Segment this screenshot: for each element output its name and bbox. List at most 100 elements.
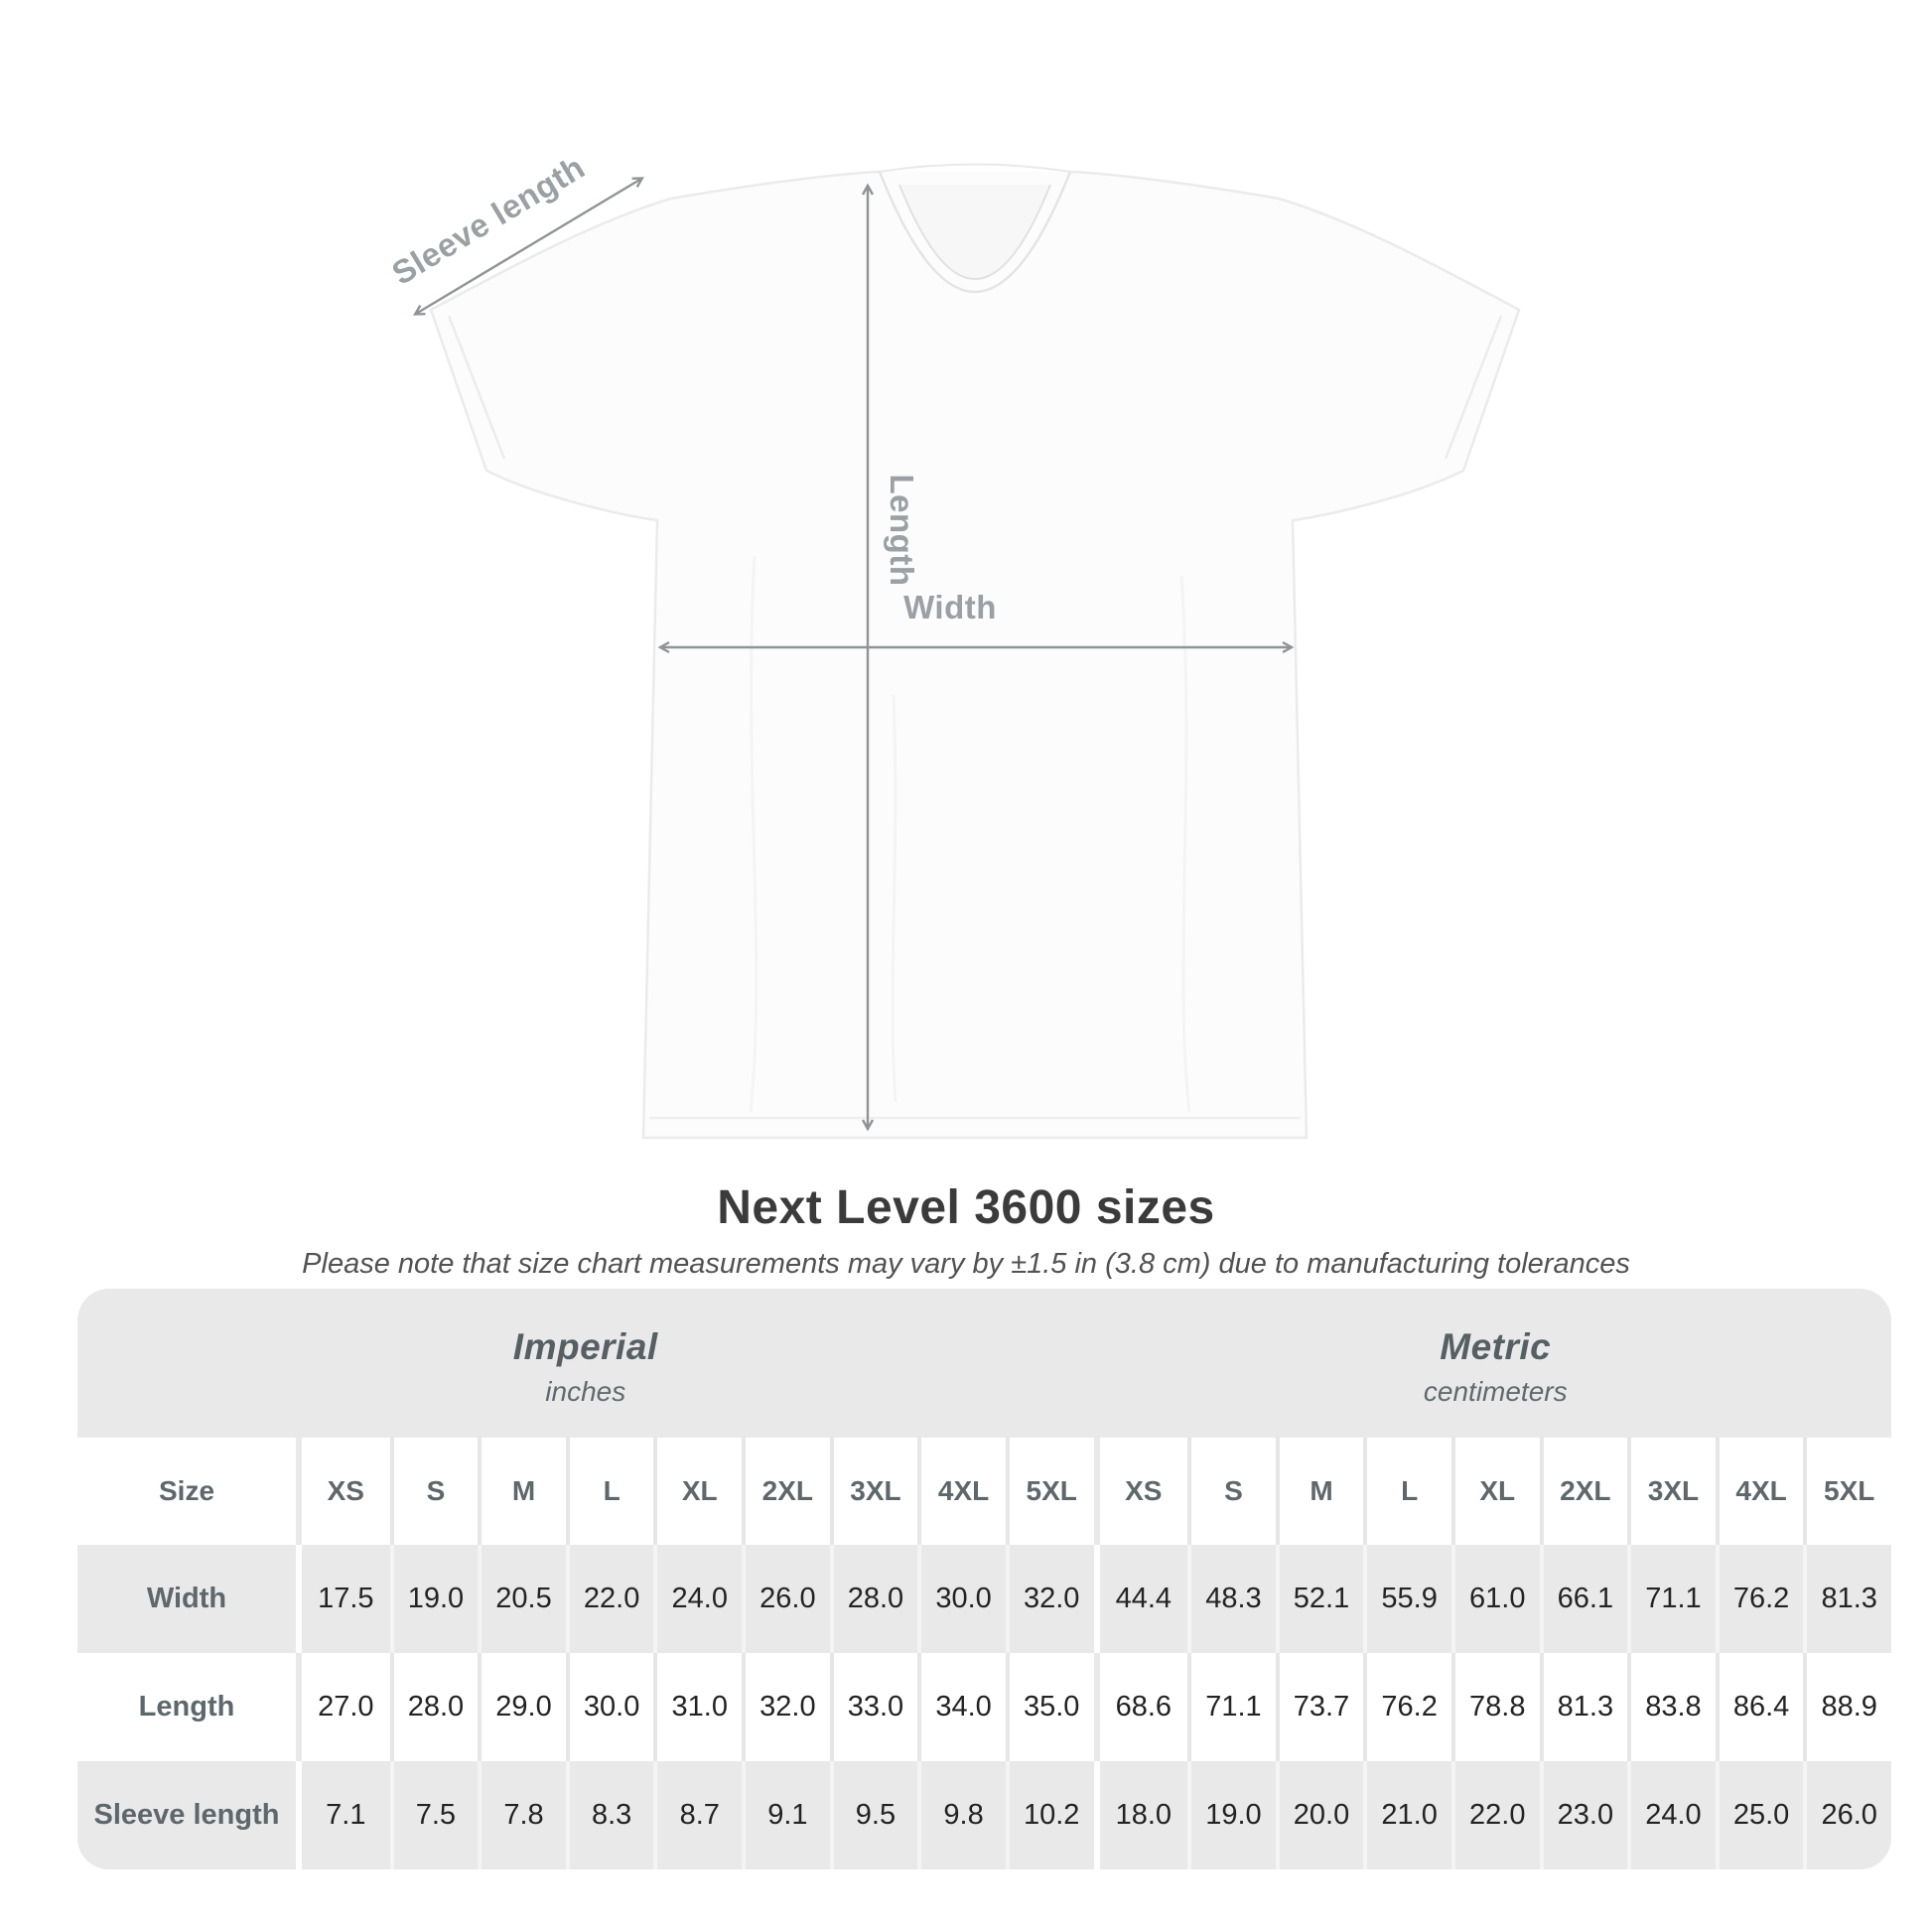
collar-inner	[898, 184, 1051, 280]
section-divider	[296, 1761, 302, 1869]
size-col-header: M	[1275, 1438, 1364, 1545]
size-header-label: Size	[158, 1475, 215, 1506]
row-label: Width	[146, 1583, 227, 1614]
section-divider	[296, 1653, 302, 1761]
size-col-header: 3XL	[1627, 1438, 1716, 1545]
value-cell: 29.0	[478, 1653, 566, 1761]
value-cell: 9.8	[917, 1761, 1006, 1869]
value-cell: 7.5	[389, 1761, 479, 1869]
value-cell: 78.8	[1450, 1653, 1540, 1761]
value-cell: 27.0	[318, 1691, 374, 1723]
table-row: Sleeve length 7.1 7.5 7.8 8.3 8.7 9.1 9.5 9.8 10.…	[77, 1761, 1891, 1869]
value-cell: 86.4	[1715, 1653, 1804, 1761]
row-label: Sleeve length	[93, 1799, 280, 1831]
length-label: Length	[884, 474, 920, 587]
value-cell: 9.5	[829, 1761, 918, 1869]
value-cell: 24.0	[1627, 1761, 1716, 1869]
right-sleeve-hem-seam	[1444, 315, 1503, 460]
size-col-header: 4XL	[1715, 1438, 1804, 1545]
metric-title: Metric	[1440, 1326, 1552, 1367]
value-cell: 10.2	[1005, 1761, 1094, 1869]
row-label: Length	[138, 1691, 235, 1723]
section-divider	[296, 1545, 302, 1653]
size-col-header: 4XL	[917, 1438, 1006, 1545]
value-cell: 48.3	[1187, 1545, 1276, 1653]
value-cell: 68.6	[1115, 1691, 1173, 1723]
page-subtitle: Please note that size chart measurements…	[302, 1248, 1630, 1280]
table-header-row: Size XS S M L XL 2XL 3XL 4XL 5XL XS S M L XL 2XL 3XL 4XL 5…	[77, 1438, 1891, 1545]
imperial-title: Imperial	[512, 1326, 658, 1367]
size-col-header: 5XL	[1005, 1438, 1094, 1545]
value-cell: 22.0	[1450, 1761, 1540, 1869]
metric-unit-header: Metric centimeters	[1100, 1289, 1892, 1438]
value-cell: 23.0	[1539, 1761, 1628, 1869]
collar-top-seam	[879, 163, 1071, 173]
size-table: Imperial inches Metric centimeters Size X…	[77, 1289, 1891, 1869]
value-cell: 32.0	[742, 1653, 830, 1761]
width-label: Width	[903, 589, 997, 625]
value-cell: 7.1	[326, 1799, 366, 1831]
value-cell: 30.0	[565, 1653, 654, 1761]
tshirt-diagram: Sleeve length Length Width	[385, 148, 1521, 1140]
value-cell: 9.1	[742, 1761, 830, 1869]
value-cell: 20.5	[478, 1545, 566, 1653]
value-cell: 44.4	[1115, 1583, 1173, 1614]
caption: Next Level 3600 sizes Please note that s…	[0, 1179, 1932, 1281]
value-cell: 76.2	[1363, 1653, 1451, 1761]
section-divider	[1093, 1545, 1100, 1653]
table-row: Width 17.5 19.0 20.5 22.0 24.0 26.0 28.0 30.0 32.…	[77, 1545, 1891, 1653]
metric-unit: centimeters	[1423, 1376, 1568, 1407]
size-col-header: 5XL	[1803, 1438, 1891, 1545]
value-cell: 18.0	[1115, 1799, 1173, 1831]
value-cell: 76.2	[1715, 1545, 1804, 1653]
value-cell: 30.0	[917, 1545, 1006, 1653]
imperial-unit-header: Imperial inches	[77, 1289, 1094, 1438]
size-col-header: XS	[1125, 1475, 1163, 1506]
value-cell: 33.0	[829, 1653, 918, 1761]
value-cell: 81.3	[1803, 1545, 1891, 1653]
value-cell: 71.1	[1627, 1545, 1716, 1653]
size-col-header: L	[1363, 1438, 1451, 1545]
section-divider	[1093, 1438, 1100, 1545]
value-cell: 21.0	[1363, 1761, 1451, 1869]
value-cell: 19.0	[1187, 1761, 1276, 1869]
sleeve-length-arrow	[413, 177, 644, 316]
value-cell: 31.0	[653, 1653, 742, 1761]
value-cell: 71.1	[1187, 1653, 1276, 1761]
value-cell: 61.0	[1450, 1545, 1540, 1653]
unit-header-row: Imperial inches Metric centimeters	[77, 1289, 1891, 1438]
imperial-unit: inches	[545, 1376, 626, 1407]
size-col-header: XL	[653, 1438, 742, 1545]
tshirt-graphic	[413, 163, 1521, 1140]
value-cell: 52.1	[1275, 1545, 1364, 1653]
value-cell: 35.0	[1005, 1653, 1094, 1761]
value-cell: 83.8	[1627, 1653, 1716, 1761]
value-cell: 28.0	[389, 1653, 479, 1761]
table-row: Length 27.0 28.0 29.0 30.0 31.0 32.0 33.0 34.0 35…	[77, 1653, 1891, 1761]
section-divider	[296, 1438, 302, 1545]
size-col-header: XS	[327, 1475, 364, 1506]
size-col-header: M	[478, 1438, 566, 1545]
size-col-header: S	[1187, 1438, 1276, 1545]
value-cell: 88.9	[1803, 1653, 1891, 1761]
left-sleeve-hem-seam	[447, 315, 506, 460]
value-cell: 28.0	[829, 1545, 918, 1653]
page-title: Next Level 3600 sizes	[717, 1181, 1215, 1234]
value-cell: 22.0	[565, 1545, 654, 1653]
value-cell: 73.7	[1275, 1653, 1364, 1761]
value-cell: 25.0	[1715, 1761, 1804, 1869]
value-cell: 17.5	[318, 1583, 374, 1614]
section-divider	[1093, 1761, 1100, 1869]
value-cell: 26.0	[1803, 1761, 1891, 1869]
value-cell: 81.3	[1539, 1653, 1628, 1761]
value-cell: 55.9	[1363, 1545, 1451, 1653]
value-cell: 8.7	[653, 1761, 742, 1869]
value-cell: 7.8	[478, 1761, 566, 1869]
value-cell: 20.0	[1275, 1761, 1364, 1869]
value-cell: 32.0	[1005, 1545, 1094, 1653]
value-cell: 66.1	[1539, 1545, 1628, 1653]
value-cell: 19.0	[389, 1545, 479, 1653]
size-col-header: 2XL	[1539, 1438, 1628, 1545]
size-col-header: 3XL	[829, 1438, 918, 1545]
